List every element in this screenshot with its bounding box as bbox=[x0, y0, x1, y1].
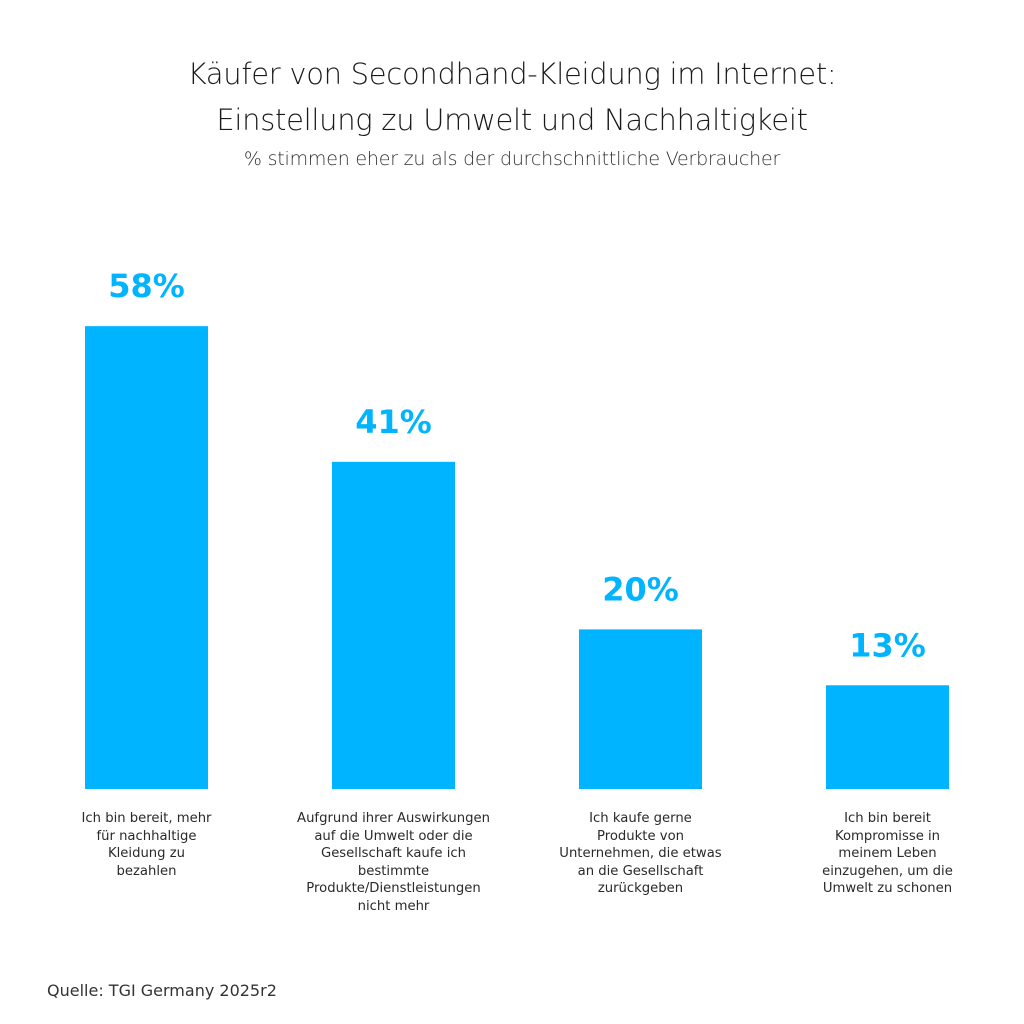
bar-2 bbox=[332, 461, 455, 789]
value-label-1: 58% bbox=[108, 267, 185, 305]
category-label-4: Ich bin bereit Kompromisse in meinem Leb… bbox=[822, 811, 953, 896]
source-note: Quelle: TGI Germany 2025r2 bbox=[47, 981, 277, 1000]
bar-1 bbox=[85, 326, 208, 789]
chart-title: Käufer von Secondhand-Kleidung im Intern… bbox=[187, 57, 837, 91]
chart-subtitle: % stimmen eher zu als der durchschnittli… bbox=[243, 148, 781, 170]
bar-3 bbox=[579, 629, 702, 789]
value-label-4: 13% bbox=[849, 626, 926, 664]
category-label-3: Ich kaufe gerne Produkte von Unternehmen… bbox=[559, 811, 722, 896]
bar-4 bbox=[826, 685, 949, 789]
value-label-2: 41% bbox=[355, 403, 432, 441]
category-label-1: Ich bin bereit, mehr für nachhaltige Kle… bbox=[81, 811, 212, 879]
chart-title-line-2: Einstellung zu Umwelt und Nachhaltigkeit bbox=[216, 103, 808, 137]
value-label-3: 20% bbox=[602, 570, 679, 608]
category-label-2: Aufgrund ihrer Auswirkungen auf die Umwe… bbox=[297, 811, 490, 914]
